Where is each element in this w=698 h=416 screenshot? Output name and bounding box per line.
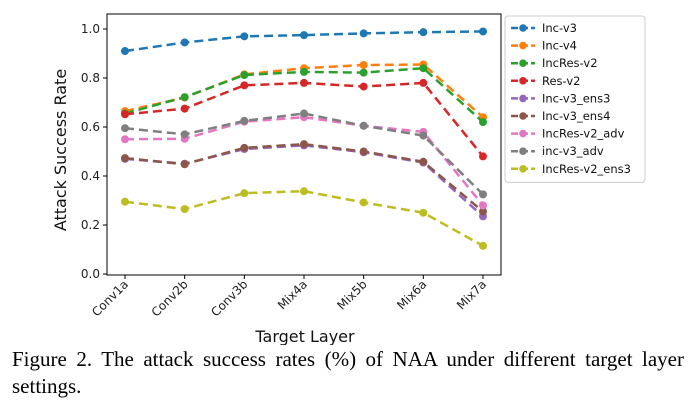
data-point: [300, 67, 308, 76]
legend-label-res-v2: Res-v2: [542, 74, 581, 88]
line-chart: 0.0 0.2 0.4 0.6 0.8 1.0 Conv1a Conv2b Conv3b Mix4…: [51, 13, 646, 345]
legend-box: [504, 15, 646, 183]
legend-label-incres-v2: IncRes-v2: [542, 56, 598, 70]
data-point: [180, 130, 189, 139]
y-tick-label: 0.4: [81, 169, 100, 183]
y-tick-label: 1.0: [81, 22, 100, 36]
data-point: [479, 152, 487, 161]
legend-marker-incres-v2: [519, 59, 527, 67]
data-point: [419, 157, 428, 166]
data-point: [300, 78, 308, 87]
data-point: [121, 154, 129, 163]
y-tick-label: 0.2: [81, 218, 100, 232]
x-axis-title: Target Layer: [254, 327, 355, 345]
plot-area: 0.0 0.2 0.4 0.6 0.8 1.0 Conv1a Conv2b Conv3b Mix4…: [81, 13, 502, 319]
x-tick-label: Mix6a: [394, 277, 429, 312]
y-tick-label: 0.8: [81, 71, 100, 85]
x-tick-label: Conv2b: [149, 277, 191, 319]
legend-marker-inc-v4: [519, 41, 527, 50]
data-point: [479, 118, 487, 127]
data-point: [240, 32, 249, 41]
data-point: [479, 27, 487, 36]
data-point: [479, 201, 487, 210]
legend: Inc-v3 Inc-v4 IncRes-v2 Res-v2 Inc-v3_ens3 In…: [504, 15, 646, 183]
legend-label-incres-v2-adv: IncRes-v2_adv: [542, 127, 625, 141]
series-line-inc-v3-ens3: [124, 144, 484, 218]
data-point: [300, 187, 308, 196]
x-tick-label: Conv3b: [208, 277, 250, 319]
data-point: [121, 135, 129, 144]
legend-label-inc-v3-ens4: Inc-v3_ens4: [542, 109, 610, 123]
legend-label-inc-v3: Inc-v3: [542, 21, 577, 35]
data-point: [300, 109, 308, 118]
x-tick-label: Mix4a: [275, 277, 310, 312]
data-point: [180, 38, 189, 47]
legend-label-inc-v3-ens3: Inc-v3_ens3: [542, 91, 610, 105]
data-point: [359, 198, 368, 207]
data-point: [479, 190, 487, 199]
data-point: [121, 197, 129, 206]
x-tick-label: Conv1a: [89, 277, 131, 319]
y-tick-label: 0.0: [81, 267, 100, 281]
data-point: [121, 110, 129, 119]
data-point: [180, 93, 189, 102]
data-point: [180, 104, 189, 113]
data-point: [419, 131, 428, 140]
data-point: [419, 208, 428, 217]
data-point: [300, 140, 308, 149]
data-point: [359, 29, 368, 38]
x-tick-label: Mix5b: [334, 277, 369, 312]
data-point: [240, 71, 249, 80]
legend-marker-inc-v3: [519, 24, 527, 32]
series-line-inc-v3-adv: [124, 112, 484, 196]
data-point: [180, 205, 189, 214]
data-point: [240, 143, 249, 152]
figure-caption: Figure 2. The attack success rates (%) o…: [12, 347, 684, 398]
data-point: [419, 28, 428, 37]
legend-marker-incres-v2-ens3: [519, 165, 527, 173]
legend-marker-incres-v2-adv: [519, 129, 527, 138]
data-point: [359, 121, 368, 130]
data-point: [359, 147, 368, 156]
data-point: [479, 241, 487, 250]
legend-marker-inc-v3-ens3: [519, 94, 527, 103]
x-tick-label: Mix7a: [454, 277, 489, 312]
legend-marker-inc-v3-ens4: [519, 112, 527, 120]
data-point: [121, 124, 129, 133]
data-point: [240, 81, 249, 90]
series-line-inc-v3-ens4: [124, 142, 484, 213]
series-line-incres-v2-ens3: [124, 189, 484, 247]
data-point: [419, 64, 428, 73]
data-point: [240, 189, 249, 198]
data-point: [121, 47, 129, 56]
data-point: [240, 116, 249, 125]
legend-label-inc-v4: Inc-v4: [542, 39, 577, 53]
y-axis-title: Attack Success Rate: [51, 69, 70, 231]
data-point: [359, 82, 368, 91]
legend-label-incres-v2-ens3: IncRes-v2_ens3: [542, 162, 631, 176]
data-point: [359, 61, 368, 70]
data-point: [419, 78, 428, 87]
legend-marker-res-v2: [519, 77, 527, 85]
data-point: [479, 207, 487, 216]
legend-marker-inc-v3-adv: [519, 147, 527, 155]
data-point: [300, 31, 308, 40]
y-tick-label: 0.6: [81, 120, 100, 134]
legend-label-inc-v3-adv: inc-v3_adv: [542, 144, 604, 158]
data-point: [180, 160, 189, 169]
data-point: [359, 68, 368, 77]
